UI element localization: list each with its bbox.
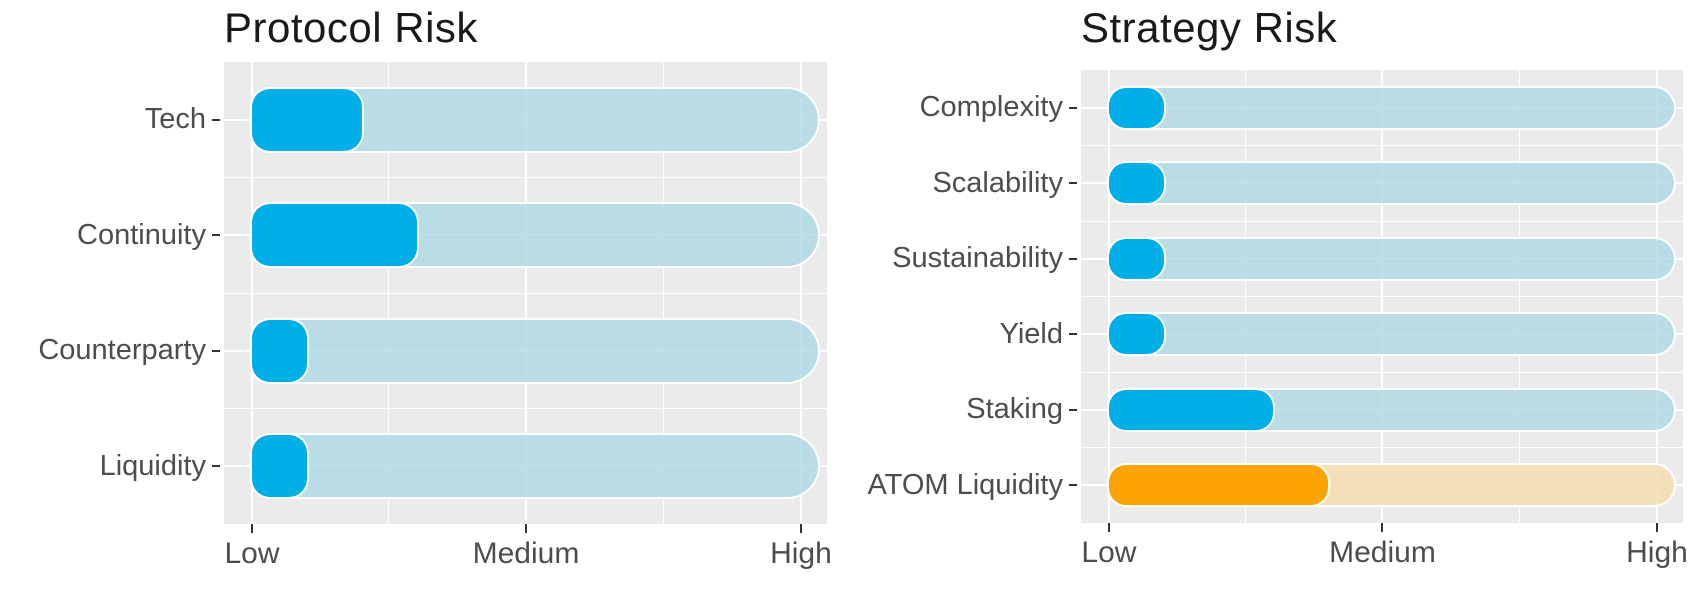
category-label: Tech (144, 103, 206, 136)
bar-value (1108, 314, 1164, 355)
bar-track (251, 435, 818, 498)
x-axis-label: Low (224, 537, 280, 570)
bar-value (1108, 238, 1164, 279)
y-axis-tick (212, 234, 220, 237)
category-label: Counterparty (38, 334, 206, 367)
category-label: Sustainability (892, 242, 1063, 275)
bar-track (1108, 87, 1674, 128)
bar-value (251, 435, 307, 498)
category-label: Complexity (919, 91, 1063, 124)
bar-value (251, 88, 362, 151)
x-axis-label: Medium (472, 537, 580, 570)
category-label: Staking (966, 393, 1063, 426)
chart-title: Strategy Risk (1081, 4, 1338, 51)
x-axis-tick (1381, 523, 1384, 532)
chart-title: Protocol Risk (224, 4, 478, 51)
gridline-horizontal-minor (1081, 447, 1683, 448)
plot-panel (1081, 70, 1683, 523)
y-axis-tick (212, 349, 220, 352)
y-axis-tick (1069, 182, 1077, 185)
strategy-risk-chart: Strategy Risk Complexity Scalability Susta… (850, 0, 1700, 612)
y-axis-tick (1069, 408, 1077, 411)
y-axis-tick (1069, 484, 1077, 487)
gridline-horizontal-minor (224, 408, 827, 409)
x-axis-tick (1107, 523, 1110, 532)
protocol-risk-chart: Protocol Risk Tech Continuity Counterparty… (38, 4, 832, 584)
plot-panel (224, 62, 827, 524)
bar-value (251, 204, 417, 267)
bar-track (1108, 314, 1674, 355)
bar-value (1108, 389, 1274, 430)
y-axis-tick (212, 465, 220, 468)
bar-value (251, 319, 307, 382)
gridline-horizontal-minor (1081, 220, 1683, 222)
gridline-horizontal-minor (1081, 296, 1683, 297)
category-label: Continuity (77, 218, 206, 251)
x-axis: Low Medium High (1081, 523, 1688, 583)
y-axis-tick (1069, 257, 1077, 260)
bar-track (251, 319, 818, 382)
category-label: Liquidity (99, 449, 206, 482)
x-axis-label: High (1626, 536, 1688, 569)
bar-track (1108, 238, 1674, 279)
category-label: Yield (999, 317, 1063, 350)
category-label: ATOM Liquidity (867, 468, 1063, 501)
y-axis-tick (1069, 106, 1077, 109)
x-axis-tick (799, 524, 802, 533)
category-label: Scalability (932, 166, 1063, 199)
gridline-horizontal-minor (224, 292, 827, 294)
gridline-horizontal-minor (1081, 145, 1683, 146)
bar-track (1108, 163, 1674, 204)
x-axis-label: Low (1081, 536, 1137, 569)
x-axis-tick (1655, 523, 1658, 532)
bar-value (1108, 87, 1164, 128)
y-axis-tick (1069, 333, 1077, 336)
x-axis-label: Medium (1329, 536, 1436, 569)
bar-value (1108, 163, 1164, 204)
gridline-horizontal-minor (224, 177, 827, 178)
bar-value (1108, 465, 1329, 506)
x-axis-tick (250, 524, 253, 533)
gridline-horizontal-minor (1081, 371, 1683, 373)
x-axis-label: High (770, 537, 832, 570)
x-axis: Low Medium High (224, 524, 832, 584)
x-axis-tick (524, 524, 527, 533)
y-axis-tick (212, 118, 220, 121)
